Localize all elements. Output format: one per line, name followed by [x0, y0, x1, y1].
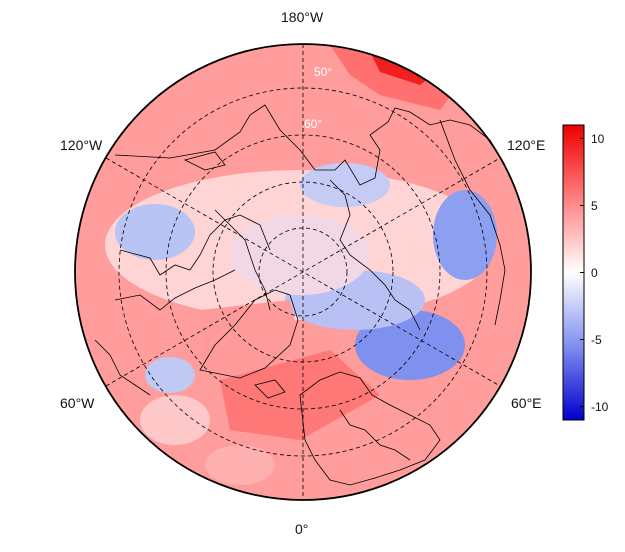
lon-label-120e: 120°E [507, 137, 546, 153]
latitude-circle [258, 227, 348, 317]
colorbar-tick-label: -10 [591, 400, 609, 414]
latitude-label-60: 60° [304, 117, 322, 131]
map-boundary [74, 43, 532, 501]
lon-label-60w: 60°W [60, 395, 95, 411]
coastlines [94, 104, 506, 486]
latitude-circle [118, 87, 488, 457]
anomaly-field [75, 44, 531, 500]
lon-label-0: 0° [295, 521, 309, 537]
colorbar-tick-label: -5 [591, 333, 602, 347]
lon-label-120w: 120°W [60, 137, 103, 153]
latitude-label-50: 50° [314, 65, 332, 79]
lon-label-180w: 180°W [281, 9, 324, 25]
colorbar-tick-label: 5 [591, 199, 598, 213]
colorbar-tick-label: 10 [591, 132, 605, 146]
lon-label-60e: 60°E [511, 395, 542, 411]
colorbar-ticks [580, 137, 584, 408]
colorbar-tick-label: 0 [591, 266, 598, 280]
meridian-line [105, 157, 501, 387]
graticule [105, 44, 501, 500]
